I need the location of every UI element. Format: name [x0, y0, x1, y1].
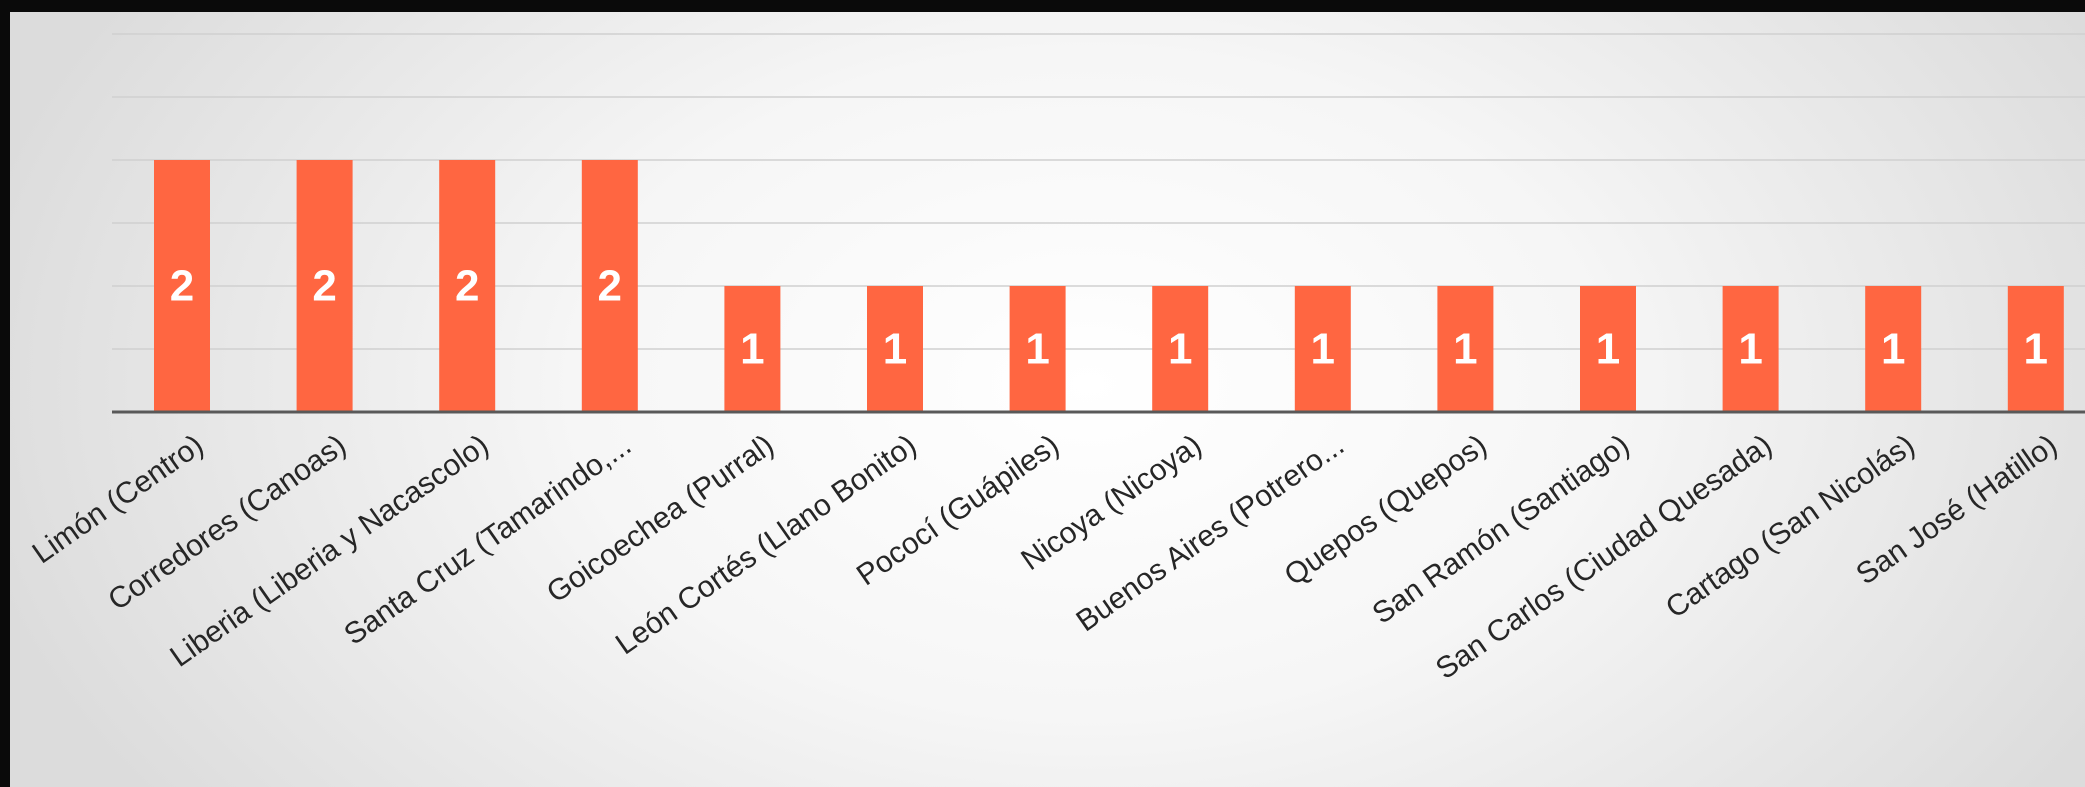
bar [1294, 286, 1351, 412]
bar [724, 286, 781, 412]
bar-value-label: 1 [1025, 325, 1049, 374]
bar-value-label: 1 [1168, 325, 1192, 374]
bar [1580, 286, 1636, 412]
bar [1152, 286, 1209, 412]
bar-value-label: 1 [1596, 325, 1620, 374]
x-tick-label: Buenos Aires (Potrero... [1070, 428, 1350, 638]
bars [154, 160, 2064, 412]
bar [1722, 286, 1779, 412]
bar-value-label: 2 [170, 262, 194, 311]
data-labels: 2 2 2 2 1 1 1 1 1 1 1 1 1 1 [170, 262, 2048, 374]
bar-value-label: 1 [740, 325, 764, 374]
bar [439, 160, 496, 412]
bar-value-label: 1 [883, 325, 907, 374]
bar-value-label: 2 [598, 262, 622, 311]
bar [1437, 286, 1494, 412]
plot-area: 2 2 2 2 1 1 1 1 1 1 1 1 1 1 Limón (Centro) Corredores … [10, 12, 2085, 787]
bar-value-label: 2 [455, 262, 479, 311]
bar-value-label: 1 [2024, 325, 2048, 374]
bar-value-label: 1 [1738, 325, 1762, 374]
x-tick-label: Goicoechea (Purral) [541, 428, 780, 609]
bar-value-label: 1 [1881, 325, 1905, 374]
x-tick-label: Corredores (Canoas) [102, 428, 352, 617]
x-axis-tick-labels: Limón (Centro)Corredores (Canoas)Liberia… [27, 428, 2064, 686]
x-tick-label: Cartago (San Nicolás) [1660, 428, 1921, 624]
bar [581, 160, 638, 412]
bar [2007, 286, 2064, 412]
bar-value-label: 1 [1311, 325, 1335, 374]
bar-value-label: 1 [1453, 325, 1477, 374]
x-tick-label: Santa Cruz (Tamarindo,... [338, 428, 637, 651]
bar [296, 160, 353, 412]
bar [154, 160, 210, 412]
bar-chart: 2 2 2 2 1 1 1 1 1 1 1 1 1 1 Limón (Centro)Corredores … [27, 33, 2085, 686]
bar-value-label: 2 [312, 262, 336, 311]
bar [1865, 286, 1922, 412]
gridlines [112, 33, 2085, 350]
bar [867, 286, 923, 412]
bar [1009, 286, 1066, 412]
x-tick-label: San Ramón (Santiago) [1367, 428, 1636, 630]
